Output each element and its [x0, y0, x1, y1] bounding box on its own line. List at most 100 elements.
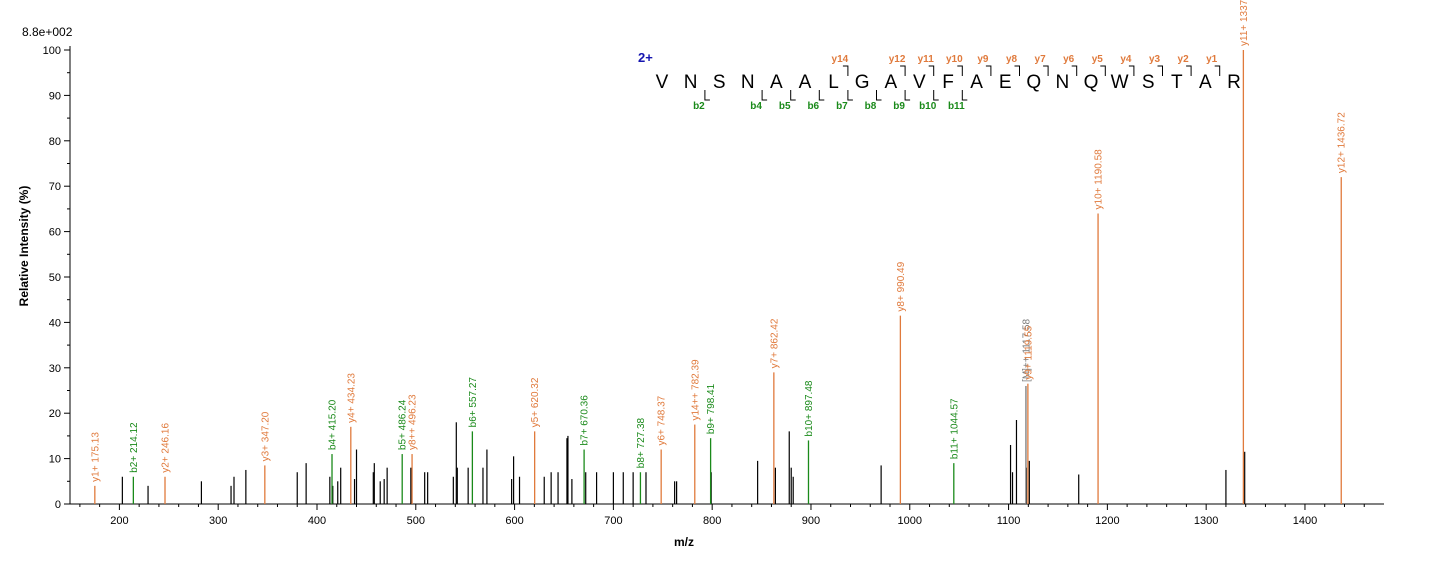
peak-labels-layer: y1+ 175.13 b2+ 214.12 y2+ 246.16 y3+ 347.20… — [90, 0, 1347, 482]
peak-label: b6+ 557.27 — [468, 377, 479, 428]
peak-label: y5+ 620.32 — [530, 377, 541, 427]
b-fragment-bracket — [761, 90, 768, 101]
y-fragment-bracket — [1157, 65, 1163, 76]
b-fragment-label: b4 — [750, 101, 762, 112]
y-axis-label: Relative Intensity (%) — [17, 186, 31, 307]
x-tick-label: 400 — [308, 515, 326, 527]
y-fragment-label: y9 — [977, 54, 989, 65]
y-fragment-label: y3 — [1149, 54, 1161, 65]
y-fragment-bracket — [1214, 65, 1221, 76]
y-tick-label: 50 — [49, 272, 61, 284]
b-fragment-label: b2 — [693, 101, 705, 112]
peak-label: b9+ 798.41 — [706, 383, 717, 434]
precursor-charge-label: 2+ — [638, 50, 653, 65]
b-fragment-label: b6 — [807, 101, 819, 112]
x-tick-label: 1000 — [898, 515, 922, 527]
y-fragment-label: y1 — [1206, 54, 1218, 65]
sequence-residue: G — [855, 72, 870, 93]
y-fragment-label: y7 — [1035, 54, 1047, 65]
peak-label: b8+ 727.38 — [636, 417, 647, 468]
b-fragment-bracket — [933, 90, 939, 101]
x-tick-label: 500 — [407, 515, 425, 527]
b-fragment-bracket — [704, 90, 710, 101]
y-fragment-bracket — [900, 65, 906, 76]
sequence-residue: A — [884, 72, 897, 93]
peak-label: b2+ 214.12 — [129, 422, 140, 473]
sequence-residue: R — [1227, 72, 1241, 93]
peak-label: b10+ 897.48 — [804, 380, 815, 436]
y-tick-label: 40 — [49, 317, 61, 329]
sequence-residue: L — [828, 72, 839, 93]
x-tick-label: 1400 — [1293, 515, 1317, 527]
y-fragment-label: y4 — [1120, 54, 1132, 65]
peak-label: b11+ 1044.57 — [949, 398, 960, 459]
y-fragment-bracket — [1100, 65, 1106, 76]
sequence-residue: T — [1171, 72, 1183, 93]
y-fragment-bracket — [928, 65, 935, 76]
b-fragment-label: b10 — [919, 101, 937, 112]
y-fragment-bracket — [1128, 65, 1135, 76]
b-fragment-bracket — [818, 90, 825, 101]
y-fragment-label: y11 — [918, 54, 935, 65]
peak-label: y14++ 782.39 — [690, 359, 701, 421]
peak-label: y1+ 175.13 — [90, 432, 101, 482]
x-tick-label: 200 — [110, 515, 128, 527]
sequence-residue: A — [970, 72, 983, 93]
x-tick-label: 300 — [209, 515, 227, 527]
peak-label: y10+ 1190.58 — [1094, 149, 1105, 210]
sequence-residue: Q — [1084, 72, 1099, 93]
x-tick-label: 1200 — [1095, 515, 1119, 527]
y-fragment-label: y6 — [1063, 54, 1075, 65]
peak-label: y9+ 1119.55 — [1023, 325, 1034, 379]
y-fragment-label: y8 — [1006, 54, 1018, 65]
b-fragment-bracket — [847, 90, 853, 101]
y-tick-label: 60 — [49, 227, 61, 239]
peak-label: [M]++ 1117.58 — [1021, 319, 1032, 382]
sequence-residue: N — [684, 72, 698, 93]
x-tick-label: 900 — [802, 515, 820, 527]
y-tick-label: 10 — [49, 454, 61, 466]
y-fragment-label: y10 — [946, 54, 963, 65]
y-tick-label: 20 — [49, 408, 61, 420]
y-fragment-bracket — [1186, 65, 1192, 76]
y-fragment-label: y12 — [889, 54, 906, 65]
peak-label: y11+ 1337.66 — [1239, 0, 1250, 46]
x-tick-label: 1300 — [1194, 515, 1218, 527]
peak-label: y6+ 748.37 — [657, 395, 668, 445]
peak-label: b5+ 486.24 — [398, 399, 409, 450]
peak-label: y3+ 347.20 — [260, 411, 271, 461]
x-tick-label: 1100 — [997, 515, 1021, 527]
b-fragment-label: b5 — [779, 101, 791, 112]
sequence-residue: F — [942, 72, 954, 93]
axis-layer: 0 10 20 30 40 50 60 70 80 90 100 200 300 400 500 600 700… — [43, 45, 1384, 527]
sequence-residue: A — [1199, 72, 1212, 93]
peak-label: b4+ 415.20 — [328, 399, 339, 450]
b-fragment-bracket — [904, 90, 911, 101]
peak-label: b7+ 670.36 — [580, 395, 591, 446]
sequence-residue: W — [1111, 72, 1129, 93]
x-tick-label: 700 — [604, 515, 622, 527]
y-tick-label: 0 — [55, 499, 61, 511]
peak-label: y7+ 862.42 — [769, 318, 780, 368]
peaks-layer — [94, 50, 1342, 504]
x-tick-label: 600 — [505, 515, 523, 527]
sequence-residue: V — [656, 72, 669, 93]
y-tick-label: 100 — [43, 45, 61, 57]
y-fragment-label: y2 — [1178, 54, 1190, 65]
b-fragment-bracket — [876, 90, 882, 101]
x-tick-label: 800 — [703, 515, 721, 527]
sequence-residue: V — [913, 72, 926, 93]
y-fragment-bracket — [842, 65, 849, 76]
sequence-residue: S — [1142, 72, 1155, 93]
peak-label: y8+ 990.49 — [896, 261, 907, 311]
sequence-residue: A — [770, 72, 783, 93]
y-fragment-bracket — [1071, 65, 1078, 76]
b-fragment-bracket — [961, 90, 968, 101]
sequence-residue: Q — [1026, 72, 1041, 93]
y-fragment-bracket — [985, 65, 992, 76]
peak-label: y8++ 496.23 — [408, 394, 419, 450]
sequence-residue: N — [1056, 72, 1070, 93]
peak-label: y2+ 246.16 — [161, 423, 172, 473]
sequence-residue: S — [713, 72, 726, 93]
